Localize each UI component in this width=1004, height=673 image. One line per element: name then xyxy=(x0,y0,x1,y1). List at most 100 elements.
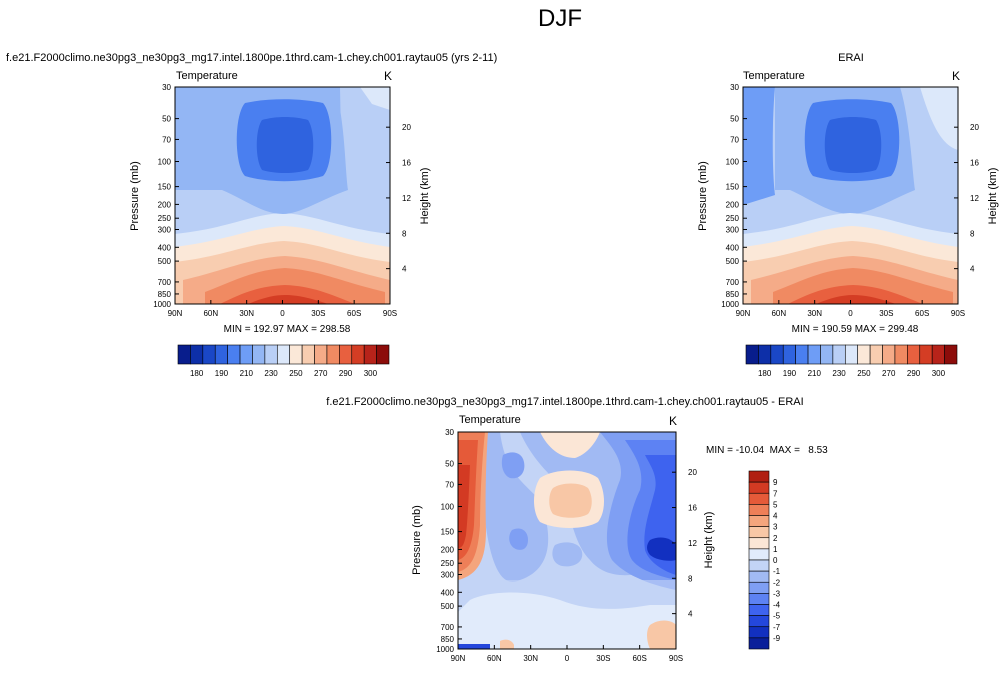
model-band-290 xyxy=(220,285,355,304)
panel-obs: ERAI Temperature K 305070100150200250300… xyxy=(697,52,999,378)
colorbar-label: 5 xyxy=(773,500,778,509)
colorbar-swatch xyxy=(907,344,921,365)
x-tick-label: 60S xyxy=(915,309,929,318)
y-tick-label: 30 xyxy=(162,83,171,92)
panel-model-unit: K xyxy=(384,69,392,83)
y-tick-label: 200 xyxy=(441,545,455,554)
y-tick-label: 400 xyxy=(726,243,740,252)
panel-model-field xyxy=(175,87,390,304)
colorbar-swatch xyxy=(748,470,770,483)
colorbar-swatch xyxy=(748,548,770,561)
colorbar-swatch xyxy=(748,604,770,616)
colorbar-swatch xyxy=(931,344,945,365)
y-tick-label: 50 xyxy=(445,460,454,469)
x-tick-label: 0 xyxy=(848,309,853,318)
obs-band-right xyxy=(920,87,958,150)
colorbar-swatch xyxy=(782,344,796,365)
y-tick-label: 250 xyxy=(441,559,455,568)
y-tick-right-label: 16 xyxy=(970,159,979,168)
panel-diff-stats: MIN = -10.04 MAX = 8.53 xyxy=(706,445,828,456)
diff-band-neg5-bottom xyxy=(458,644,490,649)
diff-band-pos1-top xyxy=(540,432,600,458)
diff-band-neg2-a xyxy=(501,452,525,479)
colorbar-swatch xyxy=(376,344,390,365)
y-tick-right-label: 4 xyxy=(688,610,693,619)
colorbar-swatch xyxy=(844,344,859,365)
colorbar-label: 210 xyxy=(808,369,822,378)
y-tick-label: 500 xyxy=(726,257,740,266)
colorbar-swatch xyxy=(748,593,770,605)
model-band-295 xyxy=(248,295,328,304)
obs-band-290 xyxy=(788,285,923,304)
colorbar-label: 190 xyxy=(783,369,797,378)
colorbar-swatch xyxy=(919,344,933,365)
colorbar-swatch xyxy=(748,504,770,516)
x-tick-label: 30S xyxy=(596,654,610,663)
colorbar-swatch xyxy=(227,344,241,365)
y-tick-label: 50 xyxy=(730,115,739,124)
diff-band-neg1-c xyxy=(552,542,583,567)
colorbar-diff: 9 7 5 4 3 2 1 0 -1 -2 -3 -4 -5 -7 -9 xyxy=(748,470,781,650)
colorbar-swatch xyxy=(748,526,770,539)
figure-title: DJF xyxy=(538,5,582,32)
x-tick-label: 30N xyxy=(807,309,822,318)
obs-band-190 xyxy=(824,117,882,173)
x-tick-label: 90N xyxy=(168,309,183,318)
x-tick-label: 90N xyxy=(451,654,466,663)
colorbar-label: 1 xyxy=(773,545,778,554)
colorbar-swatch xyxy=(944,344,958,365)
y-tick-right-label: 12 xyxy=(688,539,697,548)
colorbar-label: -2 xyxy=(773,578,781,587)
diff-band-pos2-mid xyxy=(549,483,592,518)
colorbar-swatch xyxy=(748,481,770,494)
y-tick-right-label: 12 xyxy=(970,194,979,203)
y-tick-label: 300 xyxy=(158,225,172,234)
colorbar-swatch xyxy=(832,344,846,365)
colorbar-swatch xyxy=(748,559,770,572)
y-tick-label: 200 xyxy=(726,200,740,209)
y-tick-label: 70 xyxy=(162,135,171,144)
y-tick-label: 300 xyxy=(726,225,740,234)
colorbar-swatch xyxy=(289,344,303,365)
colorbar-label: 300 xyxy=(364,369,378,378)
y-tick-label: 500 xyxy=(441,602,455,611)
y-tick-label: 700 xyxy=(726,278,740,287)
diff-band-pos2-bottom xyxy=(500,639,514,649)
obs-band-left xyxy=(743,87,775,205)
colorbar-swatch xyxy=(314,344,328,365)
colorbar-swatch xyxy=(190,344,204,365)
colorbar-swatch xyxy=(748,615,770,628)
colorbar-label: 7 xyxy=(773,489,778,498)
colorbar-swatch xyxy=(202,344,216,365)
y-tick-label: 500 xyxy=(158,257,172,266)
colorbar-swatch xyxy=(857,344,871,365)
colorbar-label: 9 xyxy=(773,478,778,487)
colorbar-model: 180 190 210 230 250 270 290 300 xyxy=(177,344,390,378)
x-tick-label: 30S xyxy=(879,309,893,318)
colorbar-label: -9 xyxy=(773,634,781,643)
colorbar-label: 300 xyxy=(932,369,946,378)
x-tick-label: 30N xyxy=(239,309,254,318)
panel-diff-field xyxy=(458,432,676,649)
x-tick-label: 0 xyxy=(280,309,285,318)
colorbar-label: 270 xyxy=(314,369,328,378)
y-tick-label: 50 xyxy=(162,115,171,124)
colorbar-swatch xyxy=(807,344,821,365)
colorbar-swatch xyxy=(758,344,772,365)
colorbar-label: -3 xyxy=(773,589,781,598)
colorbar-label: 290 xyxy=(907,369,921,378)
panel-obs-title: ERAI xyxy=(838,52,864,64)
panel-model-title: f.e21.F2000climo.ne30pg3_ne30pg3_mg17.in… xyxy=(6,52,497,64)
diff-band-neg2-b xyxy=(509,528,528,550)
colorbar-label: 3 xyxy=(773,523,778,532)
panel-obs-field xyxy=(743,87,958,304)
colorbar-label: 210 xyxy=(240,369,254,378)
colorbar-swatch xyxy=(351,344,365,365)
panel-model-ylabel-right: Height (km) xyxy=(419,168,431,225)
colorbar-swatch xyxy=(339,344,353,365)
colorbar-swatch xyxy=(276,344,291,365)
colorbar-swatch xyxy=(177,344,191,365)
colorbar-label: 230 xyxy=(832,369,846,378)
